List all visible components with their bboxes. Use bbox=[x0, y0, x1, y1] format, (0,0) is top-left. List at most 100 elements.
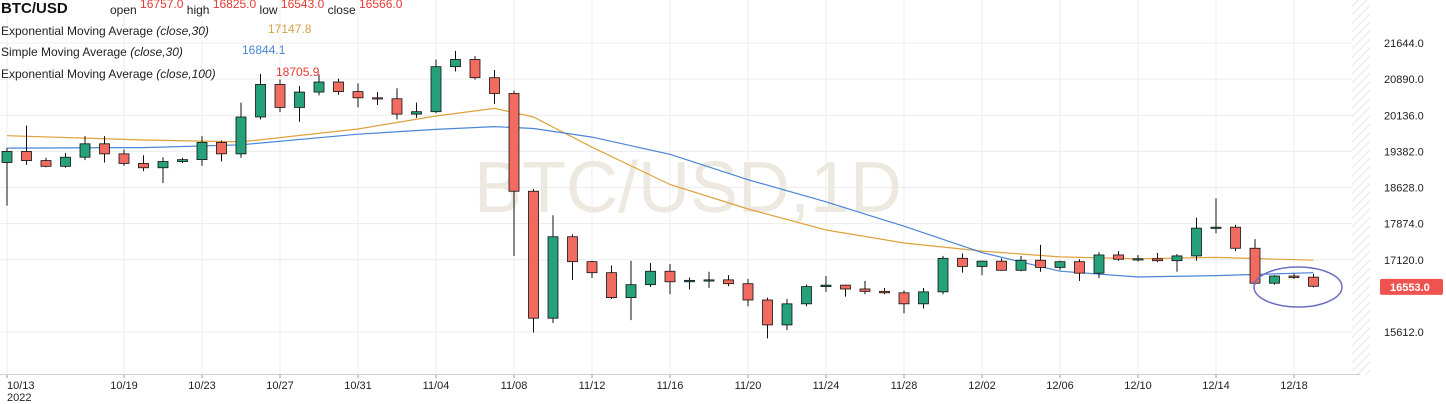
x-tick-label: 11/12 bbox=[579, 380, 606, 392]
candle-body bbox=[1191, 227, 1202, 257]
candle-body bbox=[430, 66, 442, 113]
candle bbox=[138, 155, 149, 172]
x-tick-label: 11/08 bbox=[501, 380, 528, 392]
candle bbox=[957, 253, 968, 273]
candle-body bbox=[820, 284, 832, 287]
candle-body bbox=[1308, 276, 1319, 287]
candle-body bbox=[723, 279, 734, 285]
x-tick-label: 10/19 bbox=[110, 380, 138, 392]
candle bbox=[1074, 259, 1085, 281]
x-tick-label: 12/14 bbox=[1202, 380, 1230, 392]
candle bbox=[937, 255, 949, 295]
candle-body bbox=[547, 236, 559, 319]
candle bbox=[625, 260, 637, 321]
candle-body bbox=[235, 116, 247, 155]
candle bbox=[1210, 198, 1222, 234]
candle-body bbox=[781, 303, 793, 326]
candle-body bbox=[957, 257, 968, 267]
candle bbox=[801, 284, 812, 307]
candle-body bbox=[333, 81, 344, 92]
candle-body bbox=[372, 97, 383, 100]
candle-body bbox=[762, 299, 773, 326]
candle bbox=[118, 149, 130, 166]
candle bbox=[567, 234, 578, 280]
candle-body bbox=[1015, 259, 1027, 271]
candle bbox=[21, 125, 32, 165]
current-price-label: 16553.0 bbox=[1390, 282, 1430, 294]
candle-body bbox=[742, 283, 754, 301]
indicator-ema30-value: 17147.8 bbox=[268, 22, 312, 36]
candle-body bbox=[1035, 259, 1046, 268]
candle-body bbox=[801, 286, 812, 305]
candle bbox=[333, 78, 344, 95]
indicator-ema30[interactable]: Exponential Moving Average (close,30) bbox=[1, 24, 209, 38]
candle-body bbox=[1152, 258, 1163, 262]
indicator-ema100[interactable]: Exponential Moving Average (close,100) bbox=[1, 67, 216, 81]
indicator-sma30-value: 16844.1 bbox=[242, 43, 286, 57]
x-tick-label: 10/27 bbox=[266, 380, 294, 392]
indicator-ema30-params: (close,30) bbox=[156, 24, 209, 38]
candle-body bbox=[255, 83, 266, 118]
candle bbox=[79, 136, 91, 161]
candle-body bbox=[664, 270, 676, 283]
candle-body bbox=[937, 257, 949, 293]
y-tick-label: 21644.0 bbox=[1384, 38, 1424, 50]
candle bbox=[1269, 275, 1280, 285]
candle bbox=[664, 264, 676, 295]
candle bbox=[1035, 244, 1046, 272]
y-tick-label: 17120.0 bbox=[1384, 255, 1424, 267]
x-tick-label: 11/24 bbox=[813, 380, 840, 392]
ma-line bbox=[6, 125, 1314, 278]
close-value: 16566.0 bbox=[359, 0, 403, 11]
candle bbox=[586, 260, 598, 278]
candle bbox=[177, 157, 188, 163]
high-label: high bbox=[186, 3, 210, 17]
open-label: open bbox=[110, 3, 137, 17]
price-axis[interactable]: 21644.0 20890.0 20136.0 19382.0 18628.0 17874… bbox=[1380, 38, 1443, 339]
candle-body bbox=[684, 279, 695, 283]
candle bbox=[645, 263, 656, 288]
candle-body bbox=[450, 59, 461, 68]
indicator-ema30-name: Exponential Moving Average bbox=[1, 24, 153, 38]
x-tick-year-label: 2022 bbox=[7, 392, 31, 404]
candle-body bbox=[879, 290, 890, 294]
candle-body bbox=[1132, 258, 1144, 261]
candle bbox=[40, 157, 52, 168]
candle bbox=[840, 284, 851, 297]
x-tick-label: 11/16 bbox=[657, 380, 684, 392]
x-tick-label: 10/23 bbox=[188, 380, 216, 392]
x-tick-label: 11/04 bbox=[423, 380, 450, 392]
candle-body bbox=[274, 83, 286, 108]
candle-body bbox=[352, 91, 364, 99]
candle bbox=[820, 276, 832, 292]
candle bbox=[879, 288, 890, 295]
x-tick-label: 12/06 bbox=[1046, 380, 1074, 392]
moving-average-lines bbox=[6, 107, 1314, 278]
candle bbox=[274, 79, 286, 113]
x-tick-label: 10/31 bbox=[344, 380, 372, 392]
candle bbox=[294, 85, 305, 122]
candle-body bbox=[567, 236, 578, 263]
indicator-sma30-params: (close,30) bbox=[130, 45, 183, 59]
ohlc-readout: open 16757.0 high 16825.0 low 16543.0 cl… bbox=[110, 0, 403, 17]
candle bbox=[372, 92, 383, 105]
symbol-title: BTC/USD bbox=[1, 0, 68, 17]
high-value: 16825.0 bbox=[212, 0, 257, 11]
x-tick-label: 11/28 bbox=[891, 380, 918, 392]
close-label: close bbox=[327, 3, 356, 17]
candle bbox=[684, 277, 695, 290]
candle-body bbox=[1210, 226, 1222, 229]
low-value: 16543.0 bbox=[280, 0, 325, 11]
ma-line bbox=[6, 107, 1314, 261]
candle bbox=[216, 140, 227, 162]
candle bbox=[781, 299, 793, 331]
candle bbox=[508, 90, 520, 256]
candle-body bbox=[586, 261, 598, 274]
indicator-sma30[interactable]: Simple Moving Average (close,30) bbox=[1, 45, 183, 59]
y-tick-label: 20890.0 bbox=[1384, 74, 1424, 86]
current-price-tag bbox=[1380, 278, 1443, 295]
candle bbox=[352, 83, 364, 108]
candle bbox=[235, 102, 247, 158]
x-tick-label: 11/20 bbox=[735, 380, 762, 392]
